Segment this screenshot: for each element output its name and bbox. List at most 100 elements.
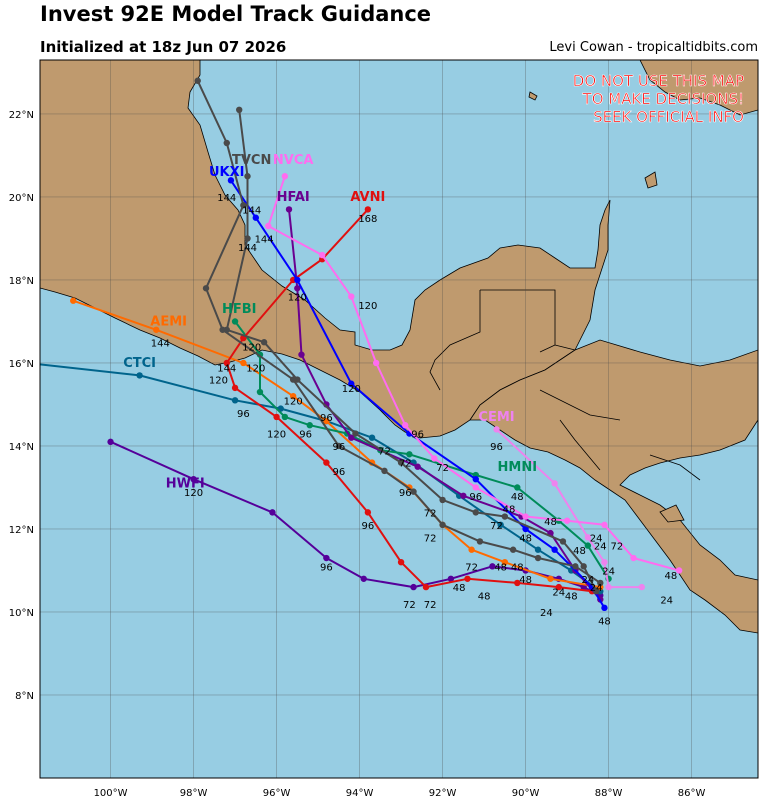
lon-label: 96°W — [263, 788, 291, 799]
track-point-aemi — [547, 575, 554, 582]
forecast-hour-label: 120 — [358, 301, 377, 312]
forecast-hour-label: 48 — [544, 517, 557, 528]
forecast-hour-label: 24 — [552, 587, 565, 598]
track-point-tvcx — [597, 579, 604, 587]
track-point-hfai — [460, 492, 467, 499]
forecast-hour-label: 96 — [399, 488, 412, 499]
forecast-hour-label: 72 — [490, 521, 503, 532]
forecast-hour-label: 24 — [660, 596, 673, 607]
forecast-hour-label: 96 — [299, 430, 312, 441]
track-point-tvcn — [559, 538, 567, 545]
track-point-hwfi — [107, 438, 114, 446]
track-point-tvcn — [352, 430, 359, 437]
axis-labels: 8°N 10°N 12°N 14°N 16°N 18°N 20°N 22°N 100°W 98°W… — [9, 110, 706, 799]
forecast-hour-label: 48 — [664, 571, 677, 582]
forecast-hour-label: 48 — [478, 592, 491, 603]
grid-lines — [40, 60, 758, 778]
track-point-hfbi — [306, 422, 313, 429]
track-point-hfai — [285, 206, 293, 213]
mexico-land — [40, 60, 611, 439]
forecast-hour-label: 24 — [540, 608, 553, 619]
forecast-hour-label: 48 — [494, 562, 507, 573]
track-point-aemi — [468, 546, 475, 553]
track-point-avni — [231, 384, 239, 392]
warning-line-2: TO MAKE DECISIONS! — [582, 90, 744, 108]
track-point-nvca — [630, 554, 637, 562]
forecast-hour-label: 24 — [594, 542, 607, 553]
forecast-hour-label: 144 — [151, 338, 170, 349]
track-point-tvcn — [260, 339, 268, 346]
forecast-hour-label: 120 — [288, 293, 307, 304]
track-point-tvcx — [476, 538, 484, 545]
track-point-ukxi — [227, 177, 235, 184]
track-point-aemi — [289, 392, 297, 400]
forecast-hour-label: 72 — [424, 509, 437, 520]
forecast-hour-label: 72 — [399, 459, 412, 470]
track-point-nvca — [348, 293, 355, 300]
lon-label: 88°W — [595, 788, 623, 799]
track-point-aemi — [501, 558, 509, 566]
track-point-avni — [514, 579, 521, 587]
forecast-hour-label: 96 — [332, 442, 345, 453]
model-label-cemi: CEMI — [478, 410, 514, 425]
forecast-hour-label: 96 — [411, 430, 424, 441]
forecast-hour-label: 120 — [342, 384, 361, 395]
forecast-hour-label: 48 — [598, 616, 611, 627]
track-point-nvca — [319, 251, 326, 259]
credit: Levi Cowan - tropicaltidbits.com — [549, 40, 758, 55]
track-point-tvcx — [219, 326, 226, 333]
track-point-aemi — [153, 326, 160, 333]
forecast-hour-label: 48 — [573, 546, 586, 557]
island — [528, 91, 538, 101]
forecast-hour-label: 72 — [424, 600, 437, 611]
track-point-tvcx — [202, 285, 210, 292]
forecast-hour-label: 96 — [320, 413, 333, 424]
forecast-hour-label: 48 — [453, 583, 466, 594]
track-point-avni — [223, 359, 230, 367]
model-label-hfbi: HFBI — [222, 302, 257, 317]
track-point-avni — [364, 509, 372, 516]
model-label-nvca: NVCA — [273, 153, 314, 168]
track-point-ukxi — [522, 525, 529, 533]
forecast-hour-label: 120 — [267, 430, 286, 441]
track-point-hfbi — [281, 413, 289, 421]
track-point-ctci — [497, 521, 504, 529]
forecast-hour-label: 120 — [246, 363, 265, 374]
track-point-avni — [422, 583, 430, 591]
track-point-nvca — [675, 567, 683, 574]
model-label-tvcn: TVCN — [232, 153, 271, 168]
model-label-ukxi: UKXI — [209, 165, 245, 180]
track-point-cemi — [584, 534, 592, 541]
track-point-avni — [323, 459, 330, 466]
track-point-ukxi — [551, 546, 558, 553]
track-point-hwfi — [360, 575, 367, 582]
lon-label: 98°W — [180, 788, 208, 799]
track-point-ukxi — [601, 604, 608, 612]
track-point-hfai — [348, 434, 355, 441]
track-point-avni — [464, 575, 471, 582]
forecast-hour-label: 144 — [238, 243, 257, 254]
map-frame — [39, 59, 759, 779]
track-point-nvca — [265, 222, 272, 230]
track-point-hfbi — [584, 542, 592, 549]
track-point-ukxi — [294, 276, 301, 284]
track-point-hwfi — [447, 575, 455, 582]
lon-label: 90°W — [512, 788, 540, 799]
track-point-aemi — [70, 297, 77, 304]
track-point-cemi — [493, 426, 500, 433]
island — [659, 504, 685, 523]
track-point-aemi — [240, 359, 247, 367]
forecast-hour-label: 72 — [465, 562, 478, 573]
track-point-tvcx — [509, 546, 517, 553]
hour-labels: 1441441441441681201201201201201441441201… — [151, 193, 677, 627]
lon-label: 100°W — [94, 788, 128, 799]
forecast-hour-label: 72 — [424, 533, 437, 544]
land — [40, 60, 758, 634]
track-point-hfbi — [514, 484, 521, 491]
model-label-hmni: HMNI — [498, 460, 538, 475]
track-point-hwfi — [489, 563, 496, 570]
warning-line-1: DO NOT USE THIS MAP — [573, 72, 744, 90]
forecast-hour-label: 144 — [217, 193, 236, 204]
track-point-hfai — [414, 463, 421, 470]
